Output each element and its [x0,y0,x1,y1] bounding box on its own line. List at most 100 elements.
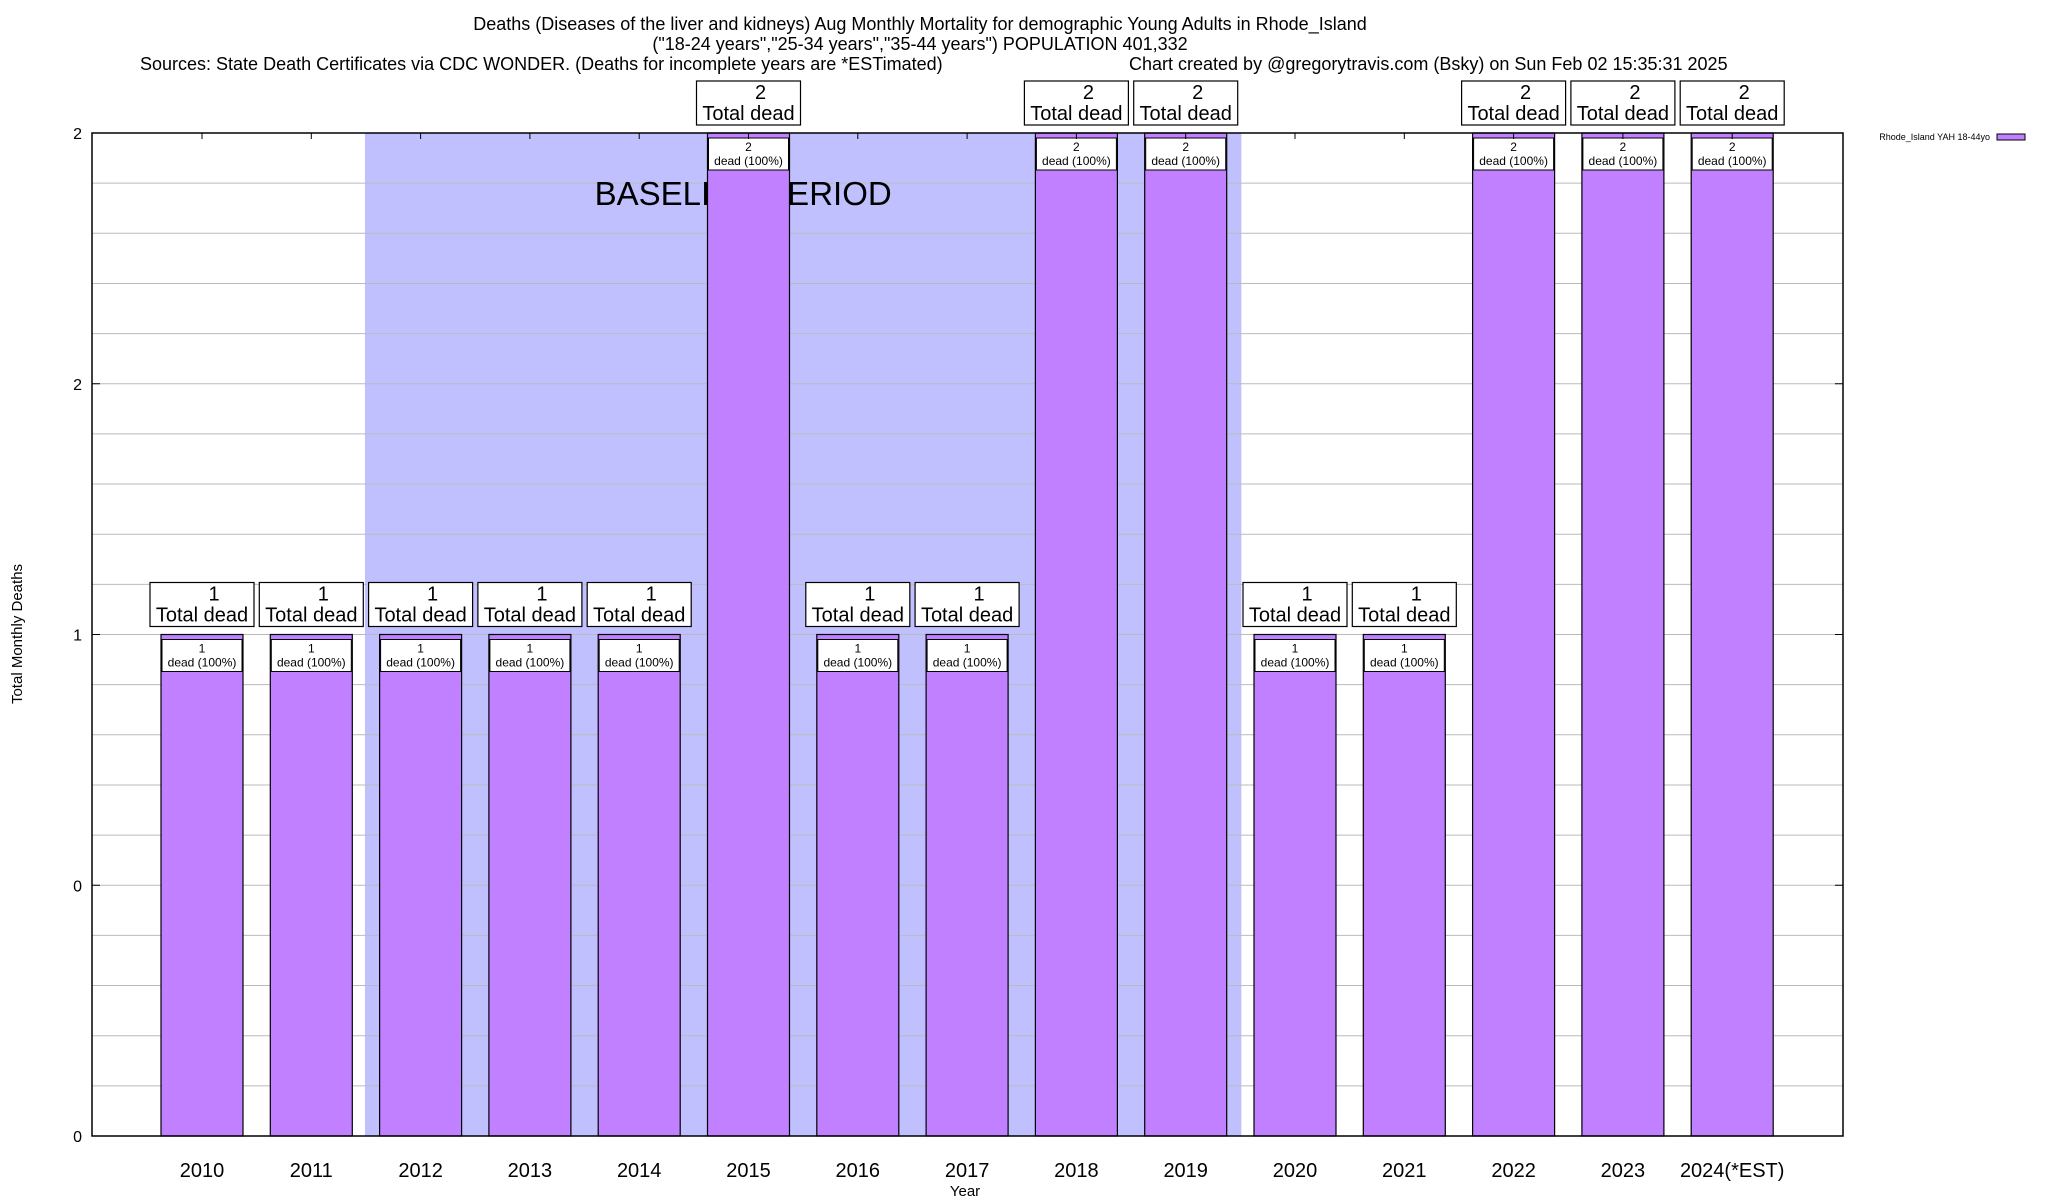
total-label-text: Total dead [1358,605,1450,627]
total-label-box [1570,80,1676,126]
bar-2011 [269,633,353,1137]
bar-label-text: dead (100%) [496,656,565,670]
bar-2018 [1034,132,1119,1137]
bar-2020 [1253,633,1337,1137]
sources-note: Sources: State Death Certificates via CD… [140,54,943,74]
bar-label-count: 1 [854,642,861,656]
total-label-box [1023,80,1130,126]
bar-label-text: dead (100%) [1479,154,1548,168]
total-label-box [1679,80,1785,126]
total-label-text: Total dead [484,605,576,627]
total-label-text: Total dead [1577,103,1669,125]
x-tick-label: 2010 [180,1160,225,1182]
total-label-count: 2 [1192,82,1203,104]
bar-label-box [1035,137,1117,171]
bar-label-box [926,639,1008,672]
x-tick-label: 2013 [508,1160,553,1182]
bar-label-text: dead (100%) [1042,154,1111,168]
bar-2024(*EST) [1690,132,1774,1137]
total-label-text: Total dead [374,605,466,627]
bar-label-count: 2 [1182,140,1189,154]
total-label-box [477,581,583,628]
total-label-count: 2 [1083,82,1094,104]
x-tick-label: 2012 [398,1160,443,1182]
total-label-text: Total dead [921,605,1013,627]
bar-label-count: 2 [1510,140,1517,154]
bar-label-count: 1 [417,642,424,656]
bar-label-count: 1 [308,642,315,656]
total-label-count: 1 [427,584,438,606]
total-label-count: 1 [318,584,329,606]
bar-label-text: dead (100%) [277,656,346,670]
bar-label-count: 2 [745,140,752,154]
legend-swatch [1996,133,2026,141]
bar-2022 [1471,132,1556,1137]
bar-label-text: dead (100%) [1698,154,1767,168]
total-label-count: 2 [1629,82,1640,104]
total-label-box [1133,80,1239,126]
bar-label-count: 1 [1401,642,1408,656]
total-label-text: Total dead [1686,103,1778,125]
total-label-box [1242,581,1348,628]
x-tick-label: 2023 [1601,1160,1646,1182]
total-label-box [914,581,1020,628]
bar-2013 [488,633,572,1137]
x-tick-label: 2022 [1491,1160,1536,1182]
legend-label: Rhode_Island YAH 18-44yo [1879,132,1990,142]
x-tick-label: 2020 [1273,1160,1318,1182]
bar-label-text: dead (100%) [1589,154,1658,168]
bar-2010 [160,633,244,1137]
bar-2014 [597,633,681,1137]
bar-label-count: 1 [964,642,971,656]
total-label-text: Total dead [812,605,904,627]
credit-note: Chart created by @gregorytravis.com (Bsk… [1129,54,1728,74]
bar-label-box [1254,639,1336,672]
bar-label-text: dead (100%) [933,656,1002,670]
total-label-box [805,581,911,628]
bar-label-box [708,137,789,171]
bar-label-count: 1 [636,642,643,656]
x-tick-label: 2018 [1054,1160,1099,1182]
bar-label-text: dead (100%) [386,656,455,670]
bar-label-box [1473,137,1555,171]
total-label-count: 1 [1411,584,1422,606]
x-tick-label: 2015 [726,1160,771,1182]
bar-label-text: dead (100%) [714,154,783,168]
total-label-count: 2 [1520,82,1531,104]
bar-2021 [1362,633,1446,1137]
total-label-text: Total dead [156,605,248,627]
x-tick-label: 2014 [617,1160,662,1182]
bar-label-box [161,639,243,672]
x-tick-label: 2019 [1163,1160,1208,1182]
bar-2019 [1144,132,1228,1137]
x-tick-label: 2024(*EST) [1680,1160,1785,1182]
x-tick-label: 2011 [290,1160,333,1182]
total-label-text: Total dead [702,103,794,125]
bar-2017 [925,633,1009,1137]
bar-2023 [1581,132,1665,1137]
total-label-count: 1 [864,584,875,606]
total-label-text: Total dead [1249,605,1341,627]
bar-label-count: 1 [1292,642,1299,656]
y-axis-label: Total Monthly Deaths [9,564,26,704]
bar-2015 [706,132,791,1137]
y-tick-label: 2 [73,377,82,394]
total-label-text: Total dead [265,605,357,627]
total-label-count: 1 [646,584,657,606]
total-label-count: 2 [1739,82,1750,104]
y-tick-label: 0 [73,1129,82,1146]
total-label-text: Total dead [593,605,685,627]
x-tick-label: 2016 [836,1160,881,1182]
x-axis-label: Year [950,1183,980,1200]
bar-label-text: dead (100%) [605,656,674,670]
bar-label-box [817,639,899,672]
total-label-box [258,581,364,628]
total-label-count: 1 [208,584,219,606]
bar-2016 [816,633,900,1137]
bar-label-count: 1 [199,642,206,656]
total-label-text: Total dead [1030,103,1122,125]
bar-label-count: 2 [1073,140,1080,154]
bar-label-count: 2 [1729,140,1736,154]
total-label-box [1351,581,1457,628]
